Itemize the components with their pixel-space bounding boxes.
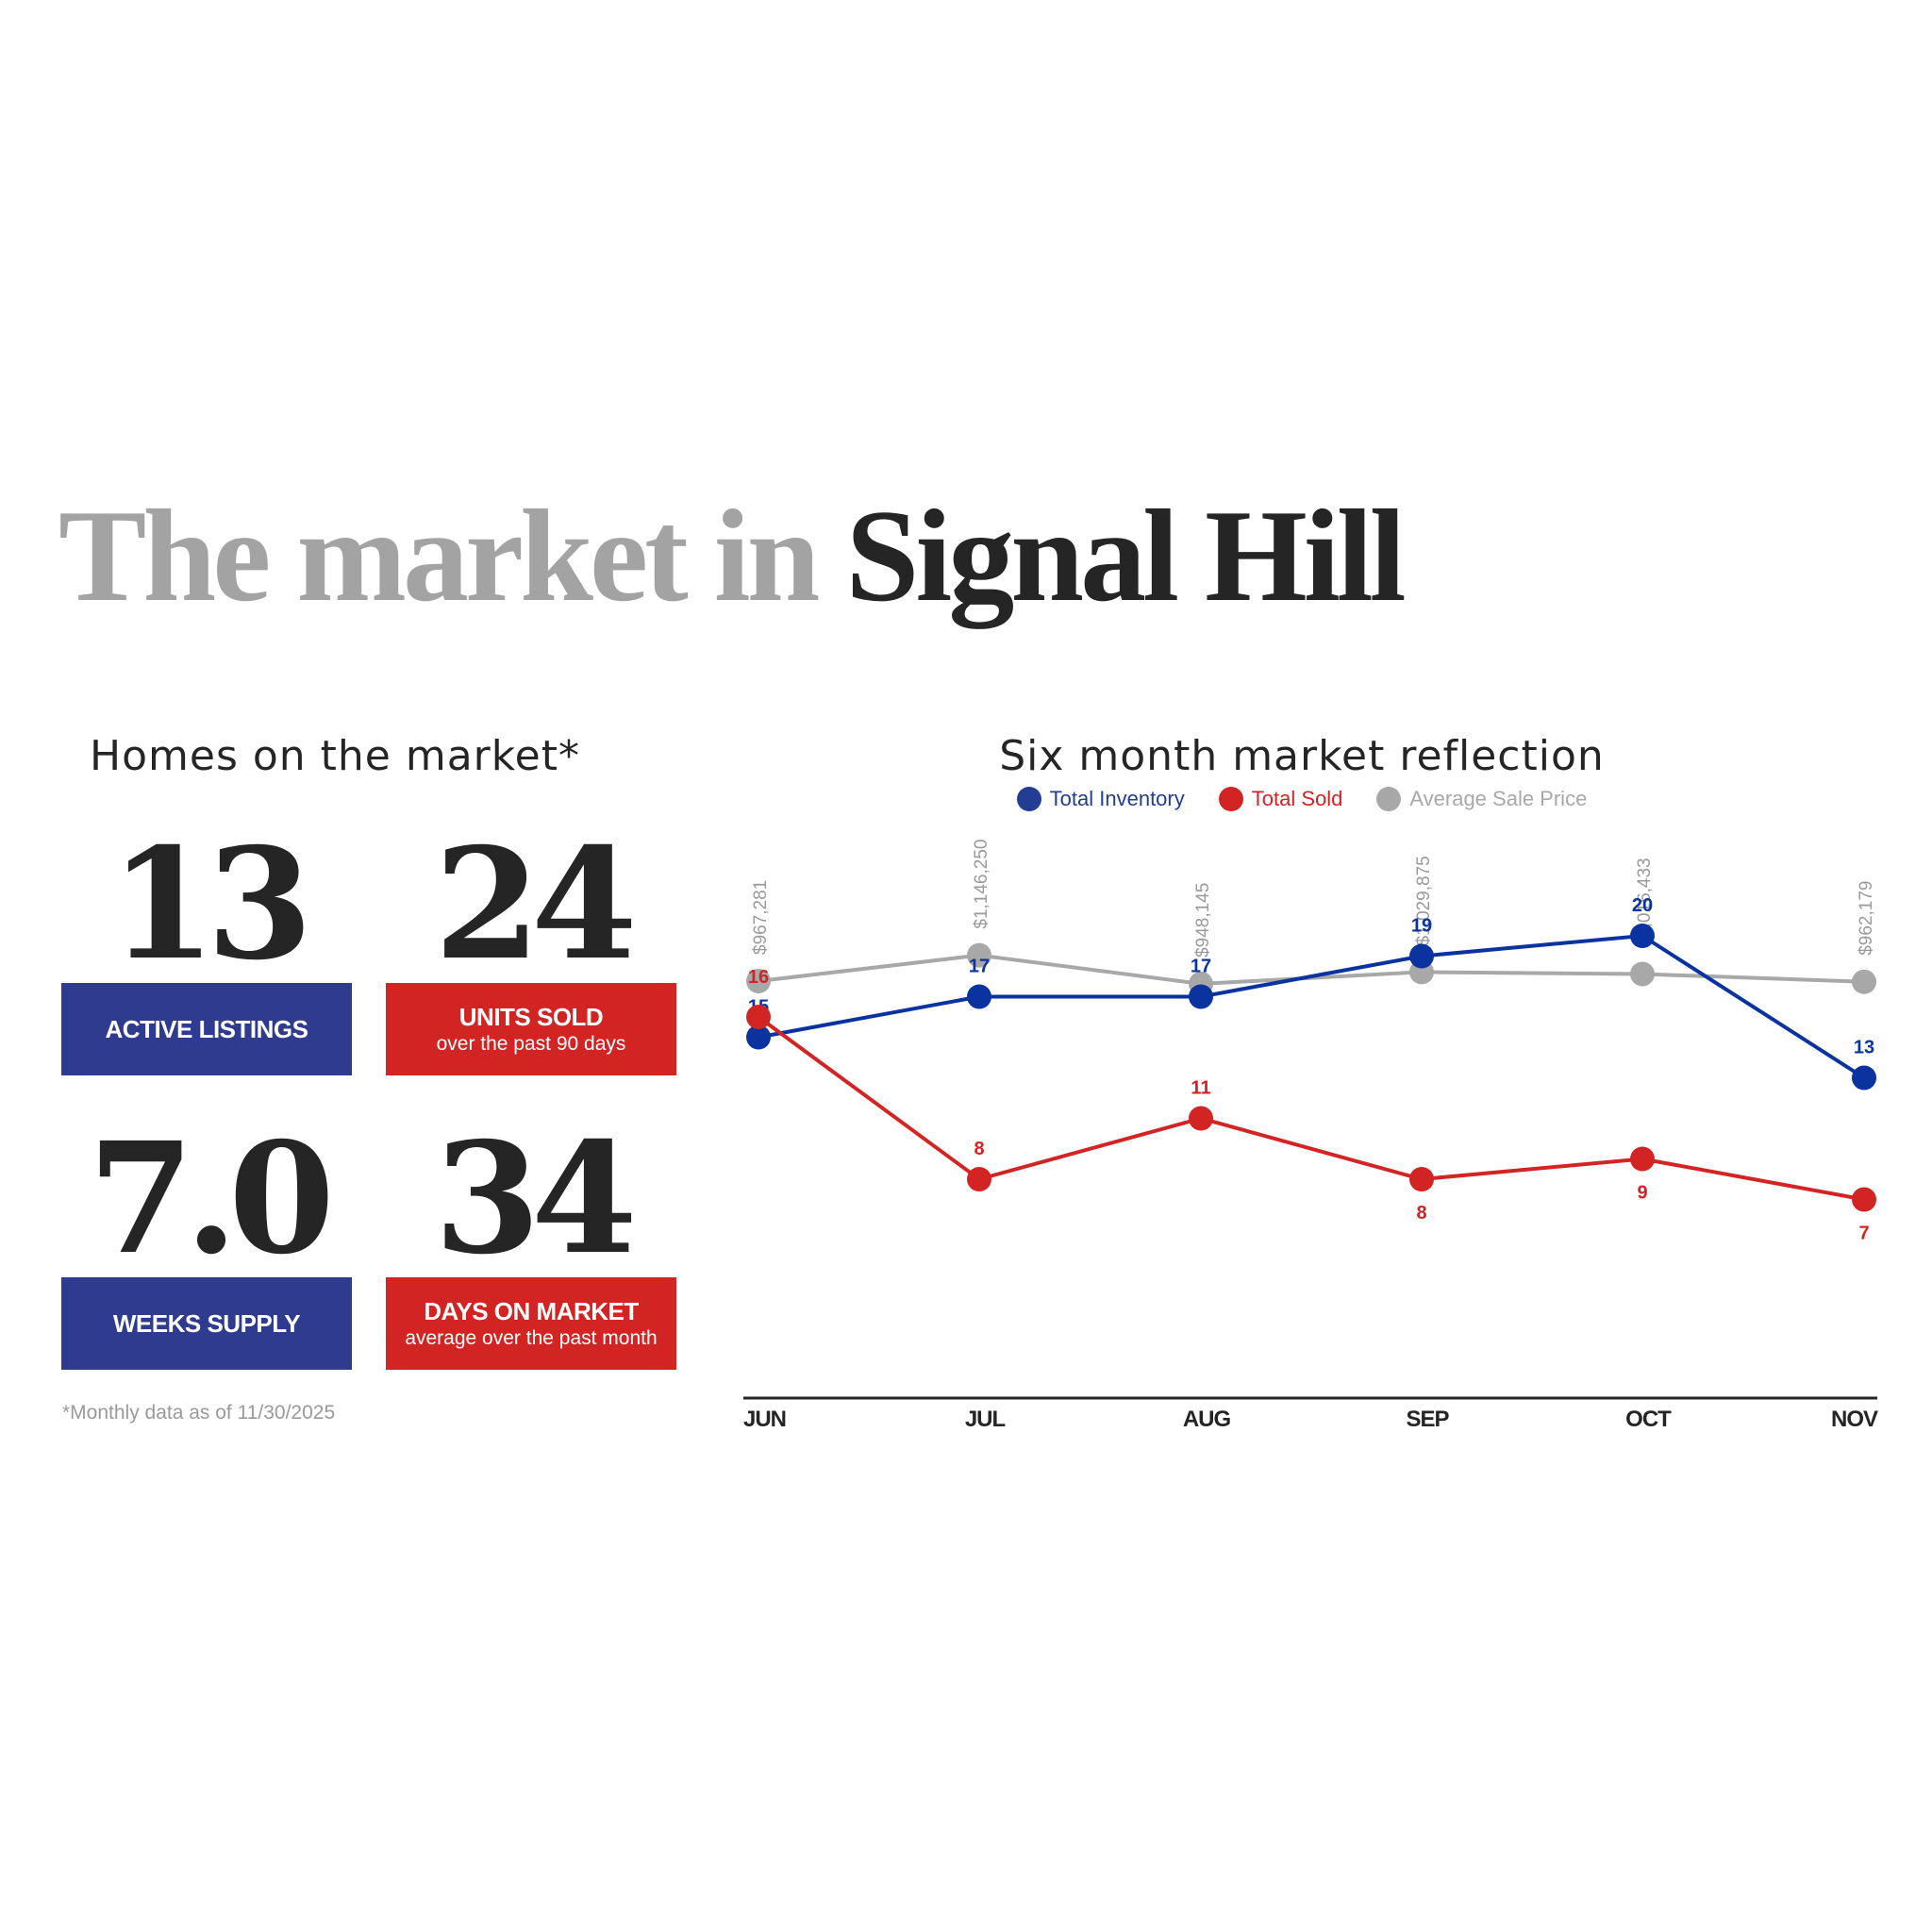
price-point	[746, 969, 771, 993]
legend-item-inventory: Total Inventory	[1016, 787, 1185, 811]
x-tick-label: JUL	[965, 1407, 1006, 1432]
price-data-label: $962,179	[1857, 881, 1876, 956]
sold-data-label: 9	[1637, 1183, 1647, 1204]
sold-data-label: 16	[748, 967, 769, 988]
inventory-point	[1189, 984, 1213, 1009]
sold-data-label: 8	[974, 1139, 984, 1159]
sold-point	[1189, 1106, 1213, 1131]
chart-title: Six month market reflection	[999, 732, 1605, 780]
price-point	[1630, 961, 1655, 987]
x-tick-label: OCT	[1625, 1407, 1672, 1432]
price-data-label: $1,146,250	[972, 840, 991, 929]
legend-item-price: Average Sale Price	[1376, 787, 1587, 811]
stat-days-on-market: 34 DAYS ON MARKET average over the past …	[386, 1123, 676, 1370]
legend-label: Average Sale Price	[1409, 787, 1588, 810]
stat-value: 34	[434, 1109, 637, 1289]
stat-units-sold: 24 UNITS SOLD over the past 90 days	[386, 828, 676, 1075]
legend-dot-icon	[1218, 787, 1243, 811]
price-point	[1852, 969, 1876, 994]
stat-active-listings: 13 ACTIVE LISTINGS	[61, 828, 352, 1075]
inventory-data-label: 17	[1191, 957, 1211, 977]
stat-label-box: DAYS ON MARKET average over the past mon…	[386, 1277, 676, 1370]
title-prefix: The market in	[58, 483, 846, 629]
legend-label: Total Sold	[1251, 787, 1343, 810]
legend-item-sold: Total Sold	[1218, 787, 1343, 811]
chart-legend: Total Inventory Total Sold Average Sale …	[953, 787, 1651, 811]
stat-label-box: ACTIVE LISTINGS	[61, 983, 352, 1075]
stat-sublabel: over the past 90 days	[436, 1033, 626, 1055]
legend-label: Total Inventory	[1049, 787, 1185, 810]
sold-data-label: 11	[1191, 1078, 1210, 1099]
inventory-data-label: 19	[1411, 916, 1432, 937]
sold-point	[1409, 1167, 1434, 1191]
x-tick-label: JUN	[743, 1407, 786, 1432]
sold-point	[1852, 1187, 1876, 1212]
stat-value: 24	[434, 815, 637, 994]
inventory-point	[967, 984, 991, 1009]
inventory-data-label: 20	[1632, 895, 1653, 916]
inventory-point	[746, 1024, 771, 1050]
inventory-point	[1409, 943, 1434, 969]
stat-label: DAYS ON MARKET	[424, 1297, 639, 1325]
stat-value: 13	[109, 815, 312, 994]
stat-label: WEEKS SUPPLY	[112, 1308, 301, 1338]
inventory-point	[1852, 1065, 1876, 1091]
price-data-label: $967,281	[751, 880, 771, 955]
page-title: The market in Signal Hill	[58, 491, 1407, 623]
legend-dot-icon	[1016, 787, 1041, 811]
stat-label: ACTIVE LISTINGS	[105, 1014, 308, 1043]
x-tick-label: SEP	[1406, 1407, 1449, 1432]
x-tick-label: NOV	[1831, 1407, 1878, 1432]
sold-point	[746, 1005, 771, 1029]
price-data-label: $948,145	[1193, 883, 1213, 958]
homes-heading: Homes on the market*	[90, 732, 580, 780]
inventory-series-line	[758, 933, 1866, 1080]
sold-data-label: 7	[1858, 1224, 1869, 1244]
stat-label-box: WEEKS SUPPLY	[61, 1277, 352, 1370]
title-city: Signal Hill	[845, 483, 1407, 629]
sold-point	[1630, 1146, 1655, 1172]
inventory-point	[1630, 924, 1655, 948]
stat-label-box: UNITS SOLD over the past 90 days	[386, 983, 676, 1075]
price-point	[967, 942, 991, 968]
stat-value: 7.0	[88, 1109, 335, 1289]
inventory-data-label: 13	[1854, 1038, 1874, 1058]
price-data-label: $1,029,875	[1414, 856, 1434, 945]
sold-point	[967, 1167, 991, 1191]
inventory-data-label: 17	[969, 957, 990, 977]
sold-series-line	[757, 1015, 1865, 1202]
stat-label: UNITS SOLD	[458, 1003, 604, 1031]
stat-weeks-supply: 7.0 WEEKS SUPPLY	[61, 1123, 352, 1370]
stat-sublabel: average over the past month	[405, 1327, 658, 1349]
sold-data-label: 8	[1416, 1203, 1426, 1224]
x-tick-label: AUG	[1183, 1407, 1231, 1432]
footnote: *Monthly data as of 11/30/2025	[62, 1402, 336, 1424]
legend-dot-icon	[1376, 787, 1402, 811]
